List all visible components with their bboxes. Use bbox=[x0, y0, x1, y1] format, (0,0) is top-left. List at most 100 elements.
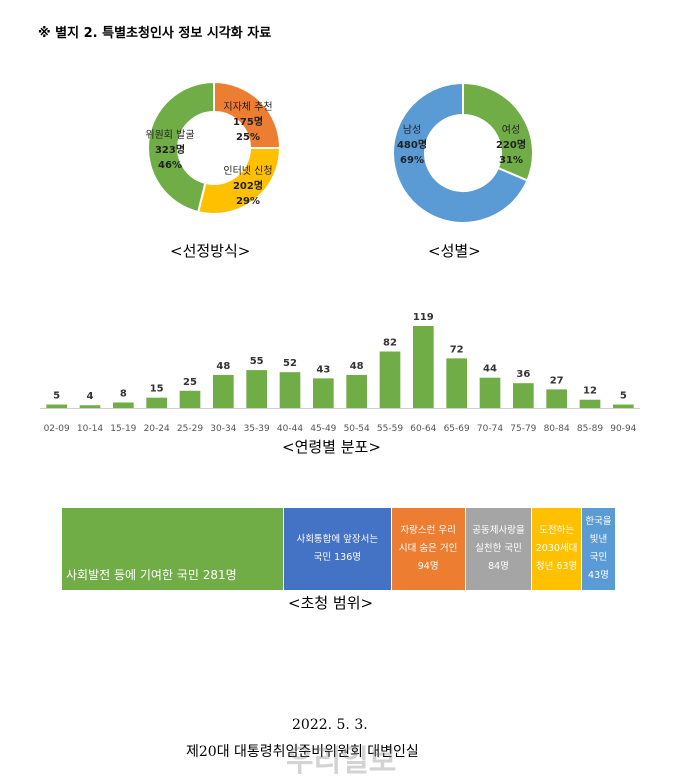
scope-segment-label: 한국을 bbox=[585, 516, 612, 527]
age-bar bbox=[113, 402, 134, 408]
donut-slice-label: 여성 bbox=[502, 124, 520, 136]
age-tick-label: 90-94 bbox=[610, 424, 636, 434]
document-title: ※ 별지 2. 특별초청인사 정보 시각화 자료 bbox=[38, 26, 272, 41]
age-bar bbox=[479, 377, 501, 408]
age-bar-value-label: 44 bbox=[483, 364, 497, 375]
donut-slice bbox=[462, 81, 534, 182]
age-bar-value-label: 15 bbox=[150, 384, 164, 395]
footer-date: 2022. 5. 3. bbox=[292, 717, 368, 733]
age-distribution-caption: <연령별 분포> bbox=[282, 438, 381, 456]
age-bar bbox=[579, 399, 601, 408]
scope-segment-label: 43명 bbox=[588, 570, 609, 581]
scope-segment: 사회발전 등에 기여한 국민 281명 bbox=[62, 508, 285, 590]
footer-organization: 제20대 대통령취임준비위원회 대변인실 bbox=[186, 744, 419, 760]
age-bar-value-label: 119 bbox=[413, 312, 434, 323]
donut-slice-count: 202명 bbox=[233, 179, 263, 192]
age-bar-value-label: 5 bbox=[53, 391, 60, 402]
age-tick-label: 45-49 bbox=[310, 424, 336, 434]
age-bar-value-label: 82 bbox=[383, 337, 397, 348]
age-bar bbox=[179, 390, 201, 408]
age-bar bbox=[313, 378, 334, 408]
donut-slice-count: 220명 bbox=[496, 138, 526, 151]
donut-slice-percent: 69% bbox=[400, 155, 424, 166]
scope-segment-label: 국민 bbox=[589, 552, 608, 563]
age-bar bbox=[613, 404, 634, 408]
donut-slice-count: 175명 bbox=[233, 115, 263, 128]
scope-segment-label: 빛낸 bbox=[589, 534, 608, 545]
age-bar bbox=[546, 389, 567, 408]
donut-slice-percent: 29% bbox=[236, 196, 260, 207]
age-tick-label: 80-84 bbox=[544, 424, 570, 434]
scope-segment-label: 사회통합에 앞장서는 bbox=[296, 534, 379, 545]
scope-segment-label: 94명 bbox=[417, 561, 439, 572]
selection-method-donut-chart: 지자체 추천 175명 25% 인터넷 신청 202명 29% 위원회 발굴 323명 46% bbox=[145, 80, 282, 215]
age-tick-label: 70-74 bbox=[477, 424, 503, 434]
age-tick-label: 60-64 bbox=[410, 424, 436, 434]
age-tick-label: 25-29 bbox=[177, 424, 203, 434]
scope-segment-label: 도전하는 bbox=[539, 525, 575, 536]
age-bar-value-label: 4 bbox=[87, 391, 94, 402]
donut-slice bbox=[392, 81, 529, 224]
gender-caption: <성별> bbox=[428, 242, 481, 260]
age-tick-label: 02-09 bbox=[44, 424, 70, 434]
scope-segment-label: 국민 136명 bbox=[313, 552, 361, 563]
age-bar-value-label: 12 bbox=[583, 386, 597, 397]
age-tick-label: 15-19 bbox=[110, 424, 136, 434]
age-bar bbox=[246, 370, 267, 408]
donut-slice-count: 480명 bbox=[397, 138, 427, 151]
age-bar-value-label: 43 bbox=[316, 364, 330, 375]
age-bar-value-label: 25 bbox=[183, 377, 197, 388]
donut-slice-label: 지자체 추천 bbox=[223, 101, 272, 113]
donut-slice-percent: 31% bbox=[499, 155, 523, 166]
donut-slice-percent: 46% bbox=[158, 160, 182, 171]
gender-donut-chart: 여성 220명 31% 남성 480명 69% bbox=[392, 81, 534, 224]
age-bar-value-label: 5 bbox=[620, 391, 627, 402]
age-bar bbox=[213, 374, 234, 408]
age-bar-value-label: 72 bbox=[450, 344, 464, 355]
scope-segment-label: 청년 63명 bbox=[535, 561, 578, 572]
age-tick-label: 55-59 bbox=[377, 424, 403, 434]
age-bar-value-label: 48 bbox=[216, 361, 230, 372]
age-bar-value-label: 55 bbox=[250, 356, 264, 367]
age-bar bbox=[413, 326, 434, 408]
age-bar bbox=[513, 383, 534, 408]
watermark-logo: 우리일보 bbox=[286, 744, 397, 779]
age-bar-value-label: 48 bbox=[350, 361, 364, 372]
scope-segment-label: 사회발전 등에 기여한 국민 281명 bbox=[66, 568, 237, 582]
age-bar-value-label: 36 bbox=[516, 369, 530, 380]
age-tick-label: 20-24 bbox=[144, 424, 170, 434]
age-bar bbox=[379, 351, 401, 408]
scope-segment-label: 2030세대 bbox=[535, 543, 578, 554]
age-distribution-bar-chart: 5 02-09 4 10-14 8 15-19 15 20-24 25 25-29 48 30-34 5… bbox=[40, 312, 640, 434]
age-tick-label: 10-14 bbox=[77, 424, 103, 434]
donut-slice-count: 323명 bbox=[155, 143, 185, 156]
age-bar-value-label: 8 bbox=[120, 388, 127, 399]
selection-method-caption: <선정방식> bbox=[170, 242, 251, 260]
age-bar-value-label: 52 bbox=[283, 358, 297, 369]
age-bar bbox=[46, 404, 67, 408]
age-bar bbox=[79, 405, 101, 408]
age-tick-label: 30-34 bbox=[210, 424, 236, 434]
scope-segment-label: 공동체사랑을 bbox=[472, 525, 525, 536]
donut-slice-label: 인터넷 신청 bbox=[223, 165, 272, 177]
age-bar bbox=[446, 358, 467, 408]
scope-segment-label: 84명 bbox=[488, 561, 509, 572]
age-tick-label: 75-79 bbox=[510, 424, 536, 434]
donut-slice-percent: 25% bbox=[236, 132, 260, 143]
donut-slice-label: 위원회 발굴 bbox=[145, 128, 194, 141]
age-bar-value-label: 27 bbox=[550, 375, 564, 386]
invitation-scope-caption: <초청 범위> bbox=[288, 594, 374, 612]
age-tick-label: 85-89 bbox=[577, 424, 603, 434]
age-tick-label: 50-54 bbox=[344, 424, 370, 434]
scope-segment-label: 시대 숨은 거인 bbox=[398, 543, 458, 554]
invitation-scope-stacked-bar: 사회발전 등에 기여한 국민 281명 사회통합에 앞장서는 국민 136명 자랑스런… bbox=[62, 508, 616, 590]
scope-segment-label: 자랑스런 우리 bbox=[400, 525, 456, 536]
scope-segment-label: 실천한 국민 bbox=[475, 543, 522, 554]
age-tick-label: 40-44 bbox=[277, 424, 303, 434]
age-bar bbox=[146, 397, 167, 408]
